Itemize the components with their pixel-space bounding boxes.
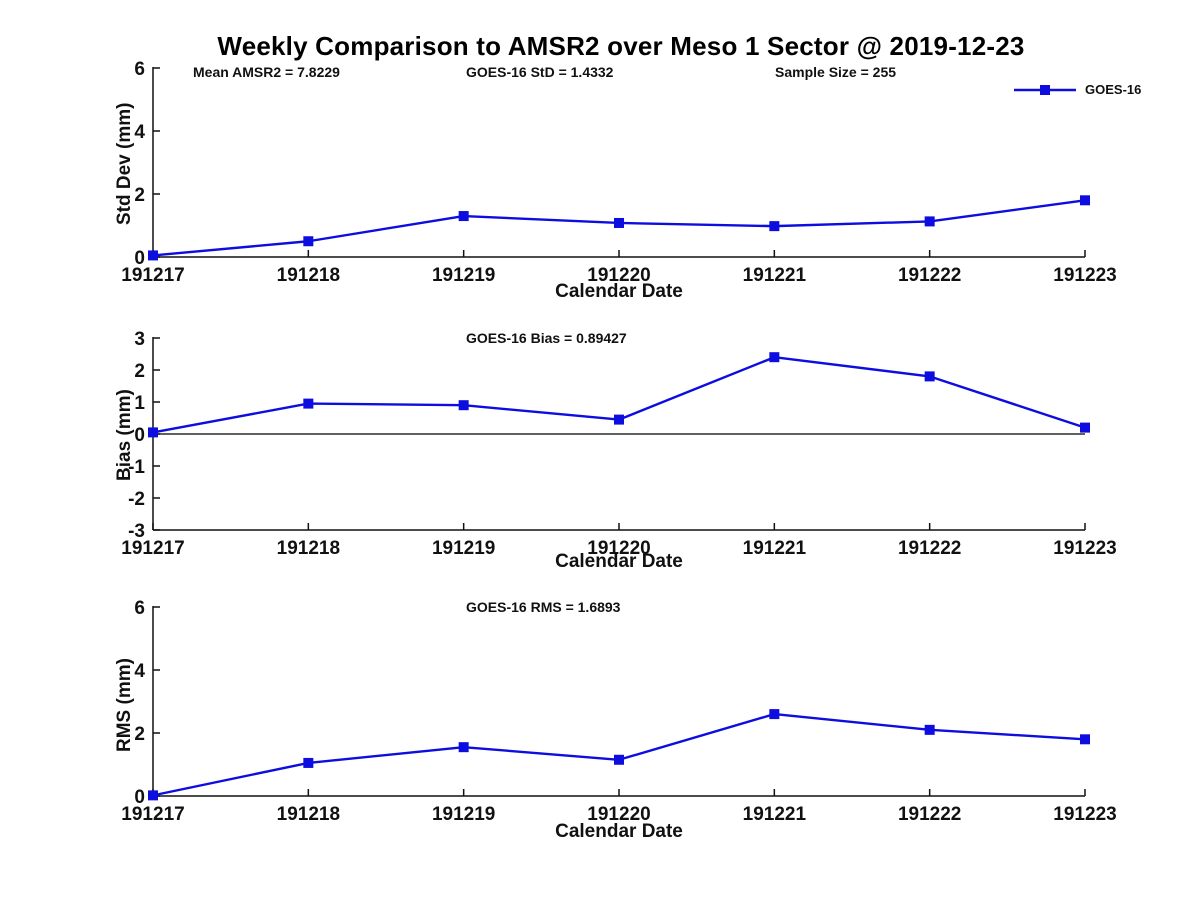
y-tick-label: 6 bbox=[134, 59, 145, 80]
y-tick-label: 4 bbox=[134, 122, 145, 143]
data-point-marker bbox=[148, 427, 158, 438]
y-tick-label: 1 bbox=[134, 393, 145, 414]
panel-bias: -3 -2 -1 0 1 2 3 191217 191218 191219 191220 191221… bbox=[121, 329, 1116, 559]
x-tick-label: 191220 bbox=[587, 265, 650, 286]
x-tick-label: 191218 bbox=[277, 804, 340, 825]
x-tick-label: 191222 bbox=[898, 804, 961, 825]
data-point-marker bbox=[614, 217, 624, 228]
x-tick-label: 191221 bbox=[743, 265, 807, 286]
y-tick-label: 3 bbox=[134, 329, 145, 350]
panel-rms: 0 2 4 6 191217 191218 191219 191220 191221 191222… bbox=[121, 598, 1116, 825]
data-point-marker bbox=[303, 757, 314, 768]
x-tick-label: 191219 bbox=[432, 804, 495, 825]
y-tick-label: 0 bbox=[134, 425, 145, 446]
data-point-marker bbox=[1080, 422, 1090, 433]
xlabel-calendar-date-2: Calendar Date bbox=[555, 551, 683, 572]
data-point-marker bbox=[1080, 734, 1090, 745]
x-tick-label: 191219 bbox=[432, 265, 495, 286]
x-tick-label: 191217 bbox=[121, 538, 184, 559]
xlabel-calendar-date-1: Calendar Date bbox=[555, 281, 683, 302]
annotation-sample-size: Sample Size = 255 bbox=[775, 64, 897, 80]
y-tick-label: 0 bbox=[134, 787, 145, 808]
x-tick-label: 191218 bbox=[277, 538, 340, 559]
annotation-goes16-bias: GOES-16 Bias = 0.89427 bbox=[466, 330, 627, 346]
data-point-marker bbox=[148, 790, 158, 801]
x-tick-label: 191222 bbox=[898, 538, 961, 559]
legend-label: GOES-16 bbox=[1085, 82, 1142, 97]
data-point-marker bbox=[769, 221, 780, 232]
y-tick-label: 2 bbox=[134, 361, 145, 382]
y-tick-label: -3 bbox=[128, 521, 145, 542]
x-tick-label: 191223 bbox=[1053, 265, 1116, 286]
y-tick-label: 4 bbox=[134, 661, 145, 682]
y-tick-label: 2 bbox=[134, 724, 145, 745]
y-tick-label: -2 bbox=[128, 489, 145, 510]
y-tick-label: 6 bbox=[134, 598, 145, 619]
data-point-marker bbox=[924, 216, 935, 227]
data-point-marker bbox=[614, 414, 624, 425]
y-tick-label: 0 bbox=[134, 248, 145, 269]
xlabel-calendar-date-3: Calendar Date bbox=[555, 821, 683, 842]
data-point-marker bbox=[303, 398, 314, 409]
x-tick-label: 191218 bbox=[277, 265, 340, 286]
x-tick-label: 191217 bbox=[121, 265, 184, 286]
x-tick-label: 191219 bbox=[432, 538, 495, 559]
data-point-marker bbox=[769, 709, 780, 720]
data-point-marker bbox=[1080, 195, 1090, 206]
data-point-marker bbox=[614, 754, 624, 765]
x-tick-label: 191220 bbox=[587, 538, 650, 559]
x-tick-label: 191221 bbox=[743, 804, 807, 825]
data-point-marker bbox=[458, 211, 469, 222]
panel-std-dev: 0 2 4 6 191217 191218 191219 191220 191221 191222… bbox=[121, 59, 1116, 286]
data-point-marker bbox=[769, 352, 780, 363]
legend-line-marker-icon bbox=[1014, 84, 1076, 95]
figure-title: Weekly Comparison to AMSR2 over Meso 1 S… bbox=[217, 31, 1025, 61]
x-tick-label: 191221 bbox=[743, 538, 807, 559]
x-tick-label: 191223 bbox=[1053, 804, 1116, 825]
legend: GOES-16 bbox=[1013, 82, 1141, 97]
x-tick-label: 191220 bbox=[587, 804, 650, 825]
annotation-goes16-std: GOES-16 StD = 1.4332 bbox=[466, 64, 614, 80]
annotation-mean-amsr2: Mean AMSR2 = 7.8229 bbox=[193, 64, 340, 80]
goes16-line bbox=[152, 712, 1086, 797]
x-tick-label: 191223 bbox=[1053, 538, 1116, 559]
data-point-marker bbox=[924, 724, 935, 735]
data-point-marker bbox=[303, 236, 314, 247]
y-tick-label: -1 bbox=[128, 457, 145, 478]
data-point-marker bbox=[458, 742, 469, 753]
x-tick-label: 191217 bbox=[121, 804, 184, 825]
data-point-marker bbox=[458, 400, 469, 411]
y-tick-label: 2 bbox=[134, 185, 145, 206]
x-tick-label: 191222 bbox=[898, 265, 961, 286]
data-point-marker bbox=[924, 371, 935, 382]
annotation-goes16-rms: GOES-16 RMS = 1.6893 bbox=[466, 599, 621, 615]
data-point-marker bbox=[148, 250, 158, 261]
